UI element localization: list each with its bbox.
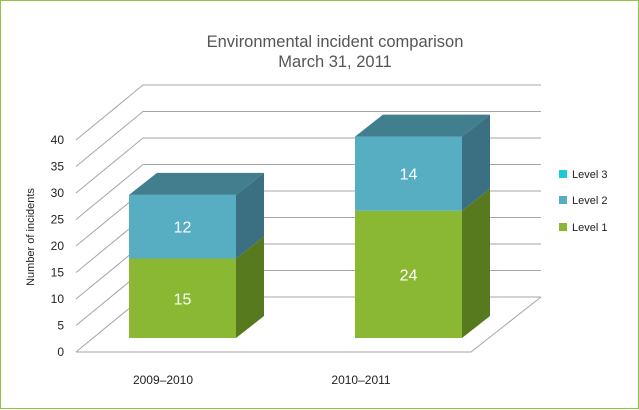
bar-segment: 12	[129, 172, 264, 259]
bar-segment: 14	[355, 114, 490, 211]
floor-edge	[76, 296, 542, 353]
legend-label: Level 3	[572, 169, 607, 181]
gridline	[75, 84, 541, 141]
bar	[129, 258, 236, 338]
bar-top	[355, 114, 490, 137]
bar	[355, 210, 462, 338]
bar-side	[236, 236, 264, 338]
y-axis-label: Number of incidents	[25, 188, 37, 286]
legend-item: Level 3	[559, 169, 607, 181]
gridline	[75, 111, 541, 167]
chart-title: Environmental incident comparison	[207, 33, 464, 51]
bar-side	[462, 188, 490, 338]
y-tick-label: 15	[51, 266, 65, 280]
y-tick-labels: 0 5 10 15 20 25 30 35 40	[51, 133, 65, 359]
legend-item: Level 2	[559, 195, 607, 207]
bar-segment: 15	[129, 236, 264, 338]
x-tick-label: 2010–2011	[331, 373, 391, 387]
data-label: 14	[400, 167, 418, 184]
data-label: 15	[174, 291, 192, 308]
data-label: 12	[174, 220, 192, 237]
y-tick-label: 10	[51, 292, 65, 306]
x-tick-label: 2009–2010	[133, 373, 193, 387]
y-tick-label: 0	[57, 345, 64, 359]
y-tick-label: 5	[57, 319, 64, 333]
y-tick-label: 25	[51, 213, 65, 227]
legend-label: Level 1	[572, 222, 607, 234]
legend-swatch	[559, 223, 567, 231]
legend-swatch	[559, 196, 567, 204]
legend-item: Level 1	[559, 222, 607, 234]
bar	[129, 194, 236, 259]
y-tick-label: 40	[51, 133, 65, 147]
bar-top	[129, 172, 264, 195]
bar	[355, 136, 462, 211]
x-tick-labels: 2009–2010 2010–2011	[133, 373, 391, 387]
legend-swatch	[559, 170, 567, 178]
legend: Level 3 Level 2 Level 1	[559, 169, 607, 234]
y-tick-label: 30	[51, 186, 65, 200]
y-tick-label: 35	[51, 160, 65, 174]
chart-subtitle: March 31, 2011	[278, 53, 391, 71]
legend-label: Level 2	[572, 195, 607, 207]
bar-segment: 24	[355, 188, 490, 338]
bar-side	[462, 114, 490, 211]
data-label: 24	[400, 267, 418, 284]
bars: 15 12 24 14	[129, 114, 490, 338]
bar-side	[236, 172, 264, 259]
y-tick-label: 20	[51, 239, 65, 253]
